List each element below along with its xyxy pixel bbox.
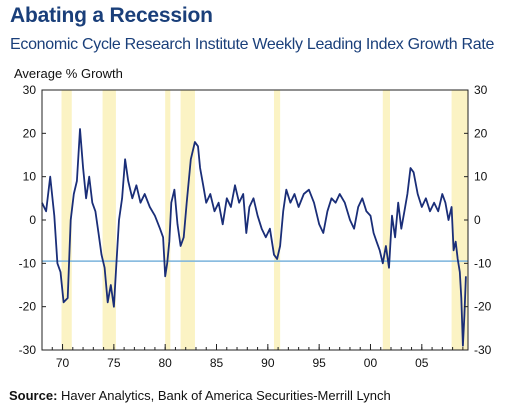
x-tick-label: 90 [261, 356, 275, 370]
y-tick-label-left: -20 [19, 300, 37, 314]
recession-band [102, 90, 116, 350]
series-line-group [41, 128, 467, 347]
x-tick-label: 00 [364, 356, 378, 370]
x-tick-label: 70 [56, 356, 70, 370]
y-tick-label-left: 30 [23, 83, 37, 97]
y-tick-label-left: 0 [29, 213, 36, 227]
y-tick-label-left: 20 [23, 126, 37, 140]
y-tick-label-left: 10 [23, 170, 37, 184]
source-text: Haver Analytics, Bank of America Securit… [61, 388, 391, 403]
y-tick-label-right: -20 [474, 300, 492, 314]
x-tick-label: 05 [415, 356, 429, 370]
series-line [41, 128, 467, 347]
y-tick-label-right: 30 [474, 83, 488, 97]
x-tick-label: 85 [210, 356, 224, 370]
chart-title: Abating a Recession [10, 4, 213, 27]
y-tick-label-right: 20 [474, 126, 488, 140]
y-tick-label-right: 10 [474, 170, 488, 184]
y-tick-label-right: -30 [474, 343, 492, 357]
x-tick-label: 75 [107, 356, 121, 370]
y-tick-label-right: -10 [474, 256, 492, 270]
recession-band [273, 90, 281, 350]
y-tick-label-right: 0 [474, 213, 481, 227]
recession-band [382, 90, 390, 350]
x-tick-label: 80 [159, 356, 173, 370]
tick-group: 30 20 10 0 -10 -20 -30 30 20 10 0 -10 -20 -30 70 75 80 85… [19, 83, 492, 370]
source-label: Source: [9, 388, 58, 403]
y-axis-label: Average % Growth [14, 66, 123, 81]
recession-band [165, 90, 171, 350]
recession-band [61, 90, 72, 350]
recession-band [451, 90, 468, 350]
recession-bands [61, 90, 468, 350]
y-tick-label-left: -10 [19, 256, 37, 270]
recession-band [180, 90, 195, 350]
x-tick-label: 95 [312, 356, 326, 370]
y-tick-label-left: -30 [19, 343, 37, 357]
chart-subtitle: Economic Cycle Research Institute Weekly… [10, 36, 495, 53]
source-note: Source: Haver Analytics, Bank of America… [9, 388, 391, 403]
